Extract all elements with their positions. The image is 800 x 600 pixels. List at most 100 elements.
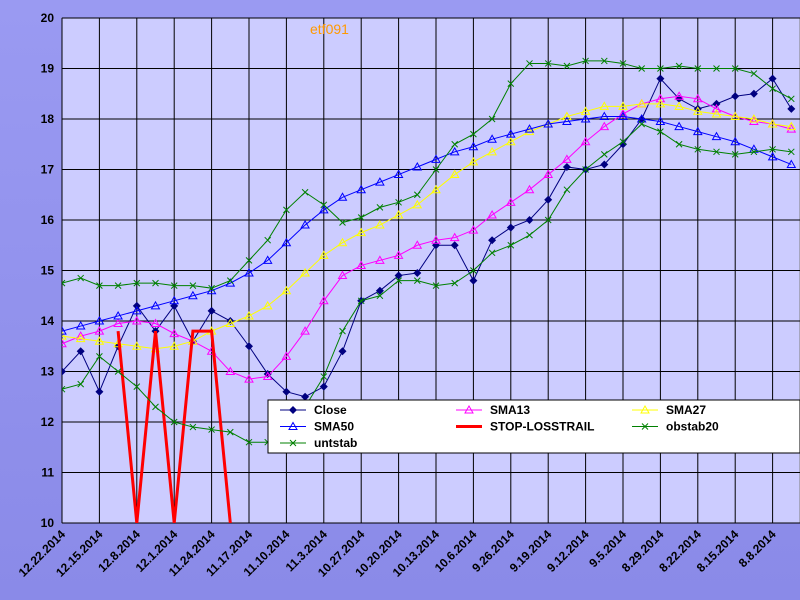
marker (337, 270, 348, 280)
marker (619, 60, 627, 67)
legend-label: SMA27 (666, 403, 706, 417)
marker (337, 192, 348, 201)
marker (244, 374, 254, 383)
marker (62, 279, 66, 287)
marker (657, 128, 664, 135)
marker (288, 421, 298, 430)
marker (730, 136, 741, 146)
marker (320, 373, 328, 380)
marker (357, 214, 365, 221)
marker (413, 277, 421, 284)
marker (464, 404, 474, 414)
marker (487, 146, 497, 156)
marker (208, 284, 215, 292)
marker (524, 124, 535, 133)
marker (339, 327, 346, 335)
marker (131, 341, 142, 350)
marker (300, 220, 310, 229)
marker (77, 274, 85, 282)
marker (283, 206, 290, 214)
marker (376, 204, 384, 211)
marker (692, 93, 703, 103)
marker (357, 297, 365, 305)
marker (599, 121, 610, 131)
marker (656, 74, 665, 83)
marker (599, 111, 610, 120)
marker (152, 279, 159, 287)
marker (562, 162, 571, 171)
marker (113, 318, 123, 328)
marker (563, 186, 571, 194)
marker (432, 166, 440, 173)
marker (767, 119, 778, 128)
marker (731, 92, 740, 101)
marker (769, 85, 776, 93)
y-tick-label: 20 (41, 11, 55, 25)
marker (786, 124, 797, 133)
marker (525, 216, 534, 224)
marker (62, 326, 67, 335)
marker (208, 426, 215, 433)
marker (189, 282, 197, 290)
legend-label: Close (314, 403, 347, 417)
marker (75, 321, 86, 330)
marker (526, 60, 533, 67)
marker (469, 276, 478, 285)
marker (225, 366, 236, 375)
legend-label: SMA13 (490, 403, 530, 417)
marker (393, 169, 404, 179)
marker (675, 62, 683, 70)
marker (655, 116, 666, 126)
marker (301, 392, 310, 401)
y-tick-label: 18 (41, 112, 55, 126)
marker (600, 160, 609, 169)
marker (674, 91, 684, 100)
marker (318, 295, 329, 305)
marker (749, 89, 758, 98)
marker (413, 269, 422, 278)
marker (339, 219, 346, 226)
marker (750, 148, 758, 156)
marker (468, 141, 479, 151)
marker (356, 184, 367, 194)
marker (245, 342, 253, 351)
marker (712, 99, 721, 108)
marker (655, 93, 666, 103)
marker (787, 148, 795, 156)
marker (505, 197, 516, 206)
marker (468, 225, 479, 234)
marker (319, 382, 328, 391)
marker (150, 300, 161, 310)
marker (188, 290, 198, 300)
marker (301, 188, 309, 196)
marker (711, 108, 722, 118)
series-line (62, 60, 792, 289)
marker (244, 268, 254, 277)
marker (505, 136, 516, 146)
legend-label: untstab (314, 436, 357, 450)
marker (375, 286, 384, 295)
marker (580, 136, 591, 146)
marker (655, 98, 666, 108)
marker (563, 62, 571, 70)
marker (618, 101, 628, 110)
marker (281, 237, 292, 247)
marker (94, 326, 105, 335)
marker (169, 328, 180, 338)
marker (544, 216, 552, 224)
marker (636, 98, 647, 108)
marker (113, 310, 123, 320)
marker (749, 113, 759, 123)
marker (544, 195, 553, 204)
marker (470, 130, 477, 138)
marker (768, 74, 777, 83)
marker (413, 191, 421, 199)
marker (96, 352, 103, 360)
marker (262, 371, 273, 381)
marker (488, 115, 496, 123)
marker (412, 240, 423, 249)
marker (640, 404, 650, 414)
marker (189, 423, 197, 431)
marker (375, 255, 385, 264)
